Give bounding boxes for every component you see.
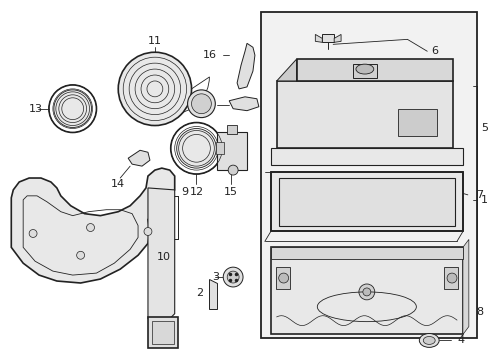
Bar [270, 172, 462, 231]
Ellipse shape [118, 52, 191, 126]
Circle shape [54, 90, 91, 127]
Polygon shape [333, 35, 341, 42]
Bar [216, 142, 224, 154]
Bar [270, 247, 462, 259]
Bar [397, 109, 436, 136]
Polygon shape [209, 279, 217, 309]
Ellipse shape [423, 337, 434, 345]
Polygon shape [237, 43, 254, 89]
Bar [322, 35, 333, 42]
Circle shape [358, 284, 374, 300]
Polygon shape [276, 81, 452, 148]
Polygon shape [128, 150, 150, 166]
Text: 8: 8 [475, 307, 482, 317]
Circle shape [29, 230, 37, 238]
Text: 6: 6 [431, 46, 438, 56]
Ellipse shape [355, 64, 373, 74]
Circle shape [278, 273, 288, 283]
Circle shape [228, 165, 238, 175]
Polygon shape [11, 168, 174, 283]
Polygon shape [276, 59, 296, 81]
Bar [260, 12, 476, 338]
Bar [275, 267, 289, 289]
Text: 14: 14 [111, 179, 125, 189]
Text: 9: 9 [181, 187, 188, 197]
Text: 16: 16 [203, 50, 217, 60]
Text: 10: 10 [157, 252, 170, 262]
Polygon shape [270, 148, 462, 165]
Text: 5: 5 [480, 122, 487, 132]
Bar [270, 172, 462, 231]
Ellipse shape [187, 90, 215, 118]
Bar [352, 64, 376, 78]
Text: 1: 1 [480, 195, 487, 205]
Text: 17: 17 [199, 100, 213, 110]
Polygon shape [315, 35, 322, 42]
Polygon shape [462, 239, 468, 334]
Polygon shape [296, 59, 452, 81]
Circle shape [446, 273, 456, 283]
Polygon shape [229, 97, 258, 111]
Text: 12: 12 [189, 187, 203, 197]
Polygon shape [148, 188, 174, 319]
Bar [278, 178, 454, 226]
Text: 13: 13 [29, 104, 43, 114]
Circle shape [223, 267, 243, 287]
Text: 3: 3 [212, 272, 219, 282]
Circle shape [143, 228, 152, 235]
Bar [227, 125, 237, 134]
Circle shape [362, 288, 370, 296]
Circle shape [176, 129, 216, 168]
Circle shape [227, 271, 239, 283]
Bar [152, 321, 173, 345]
Circle shape [86, 224, 94, 231]
Ellipse shape [191, 94, 211, 114]
Text: 11: 11 [147, 36, 162, 46]
Bar [443, 267, 457, 289]
Bar [217, 132, 246, 170]
Text: 2: 2 [196, 288, 203, 298]
Bar [148, 317, 177, 348]
Circle shape [77, 251, 84, 259]
Text: 7: 7 [475, 190, 482, 200]
Text: 15: 15 [224, 187, 238, 197]
Bar [270, 247, 462, 334]
Text: 4: 4 [456, 336, 463, 346]
Ellipse shape [419, 333, 438, 347]
